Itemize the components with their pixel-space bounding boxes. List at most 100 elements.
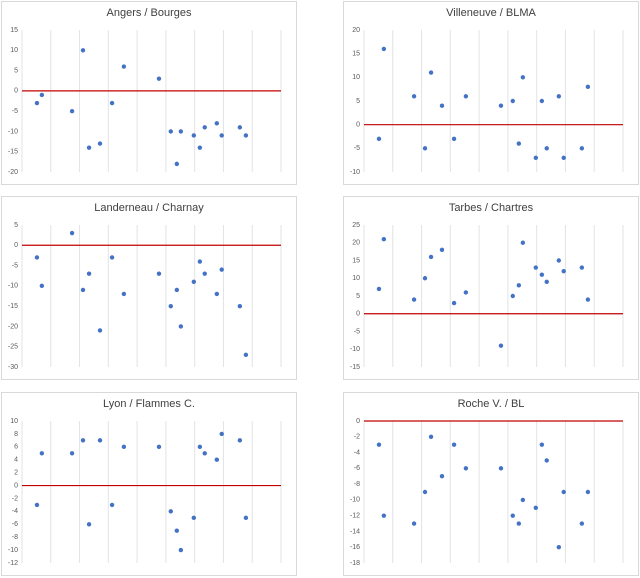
point: [556, 258, 562, 263]
y-tick-label: 25: [352, 222, 360, 229]
y-tick-label: 20: [352, 240, 360, 247]
point: [219, 267, 224, 272]
chart-title: Roche V. / BL: [458, 398, 525, 410]
y-tick-label: -2: [12, 495, 18, 502]
y-tick-label: -25: [8, 344, 18, 351]
y-tick-label: -18: [350, 560, 360, 567]
y-tick-label: -5: [354, 328, 360, 335]
point: [237, 438, 243, 443]
point: [97, 438, 103, 443]
y-tick-label: -4: [12, 508, 18, 515]
point: [214, 121, 220, 126]
y-tick-label: 5: [14, 67, 18, 74]
point: [428, 70, 434, 75]
point: [510, 98, 515, 104]
y-tick-label: 20: [352, 27, 360, 34]
point: [498, 103, 504, 108]
point: [39, 92, 45, 98]
point: [439, 103, 445, 108]
point: [579, 146, 585, 151]
point: [174, 287, 180, 293]
point: [544, 458, 549, 463]
point: [34, 255, 40, 260]
point: [34, 502, 40, 508]
y-tick-label: 10: [10, 418, 18, 425]
point: [579, 521, 585, 526]
y-tick-label: -10: [8, 128, 18, 135]
point: [168, 509, 173, 514]
y-tick-label: -10: [350, 346, 360, 353]
y-tick-label: 10: [352, 74, 360, 81]
y-tick-label: -10: [8, 547, 18, 554]
point: [202, 125, 207, 130]
point: [86, 522, 92, 527]
y-tick-label: 0: [356, 311, 360, 318]
y-tick-label: 5: [356, 98, 360, 105]
chart-title: Lyon / Flammes C.: [103, 398, 195, 410]
point: [498, 466, 504, 471]
point: [202, 451, 207, 456]
point: [539, 98, 545, 104]
y-tick-label: -8: [12, 534, 18, 541]
point: [219, 431, 224, 437]
point: [510, 513, 515, 518]
point: [411, 521, 417, 526]
point: [451, 136, 457, 142]
point: [191, 515, 197, 521]
point: [214, 291, 220, 297]
point: [197, 259, 203, 264]
point: [178, 129, 184, 134]
point: [197, 444, 203, 450]
point: [86, 145, 92, 150]
y-tick-label: -14: [350, 528, 360, 535]
point: [544, 146, 549, 151]
y-tick-label: 10: [352, 275, 360, 282]
y-tick-label: -5: [354, 145, 360, 152]
y-tick-label: -5: [12, 108, 18, 115]
point: [156, 76, 162, 81]
y-tick-label: 0: [14, 242, 18, 249]
point: [69, 451, 75, 456]
y-tick-label: -16: [350, 544, 360, 551]
y-tick-label: 15: [10, 27, 18, 34]
point: [168, 303, 173, 309]
y-tick-label: 6: [14, 444, 18, 451]
point: [39, 283, 45, 289]
point: [556, 545, 562, 550]
y-tick-label: 8: [14, 431, 18, 438]
point: [561, 489, 566, 495]
chart-title: Landerneau / Charnay: [94, 202, 204, 214]
y-tick-label: 0: [14, 88, 18, 95]
point: [243, 515, 249, 521]
y-tick-label: -12: [8, 560, 18, 567]
point: [381, 513, 387, 518]
point: [97, 328, 103, 333]
y-tick-label: -10: [350, 169, 360, 176]
point: [422, 146, 428, 151]
point: [539, 272, 545, 277]
y-tick-label: 0: [14, 482, 18, 489]
point: [156, 444, 162, 450]
y-tick-label: 0: [356, 122, 360, 129]
y-tick-label: -30: [8, 364, 18, 371]
point: [237, 125, 243, 130]
point: [533, 155, 539, 160]
y-tick-label: 0: [356, 418, 360, 425]
point: [174, 528, 180, 533]
point: [80, 48, 86, 53]
point: [376, 442, 382, 447]
point: [381, 237, 387, 242]
point: [69, 108, 75, 114]
y-tick-label: 4: [14, 457, 18, 464]
point: [97, 141, 103, 146]
point: [533, 265, 539, 270]
point: [439, 474, 445, 479]
point: [439, 247, 445, 253]
point: [376, 136, 382, 142]
point: [428, 434, 434, 439]
point: [556, 94, 562, 99]
y-tick-label: -15: [8, 303, 18, 310]
y-tick-label: 2: [14, 469, 18, 476]
point: [219, 133, 224, 138]
